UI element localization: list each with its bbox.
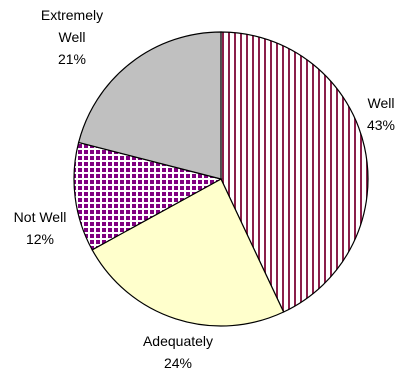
slice-label-3-0: Extremely <box>41 7 103 23</box>
pie-slice-not-well <box>73 141 223 251</box>
slice-percent-label-0-1: 43% <box>367 117 395 133</box>
pie-slice-adequately <box>91 178 285 327</box>
slice-label-1-0: Adequately <box>143 333 213 349</box>
slice-label-3-1: Well <box>59 29 86 45</box>
pie-labels: Well 43% Adequately 24% Not Well 12% Extremely… <box>14 7 395 371</box>
pie-slice-well <box>220 31 369 313</box>
slice-percent-label-1-1: 24% <box>164 355 192 371</box>
slice-label-0-0: Well <box>368 95 395 111</box>
slice-label-2-0: Not Well <box>14 209 67 225</box>
slice-percent-label-3-2: 21% <box>58 51 86 67</box>
slice-percent-label-2-1: 12% <box>26 231 54 247</box>
pie-slices <box>73 31 369 327</box>
pie-slice-extremely-well <box>77 31 222 180</box>
